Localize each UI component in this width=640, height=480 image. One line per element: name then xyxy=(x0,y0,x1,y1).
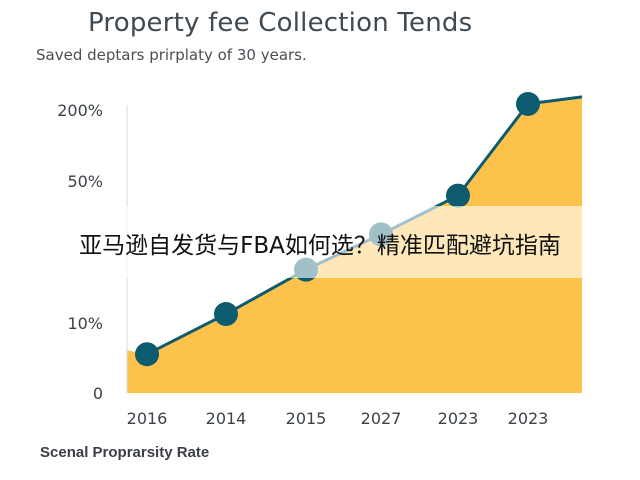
overlay-text: 亚马逊自发货与FBA如何选？精准匹配避坑指南 xyxy=(79,233,561,259)
y-tick-label: 200% xyxy=(57,101,103,120)
x-tick-label: 2027 xyxy=(361,409,402,428)
y-tick-label: 50% xyxy=(67,172,103,191)
data-point-2 xyxy=(214,302,238,327)
chart-title: Property fee Collection Tends xyxy=(88,8,473,38)
data-point-5 xyxy=(446,183,470,208)
y-tick-label: 0 xyxy=(93,384,103,403)
x-tick-label: 2014 xyxy=(206,409,247,428)
x-axis-label: Scenal Proprarsity Rate xyxy=(40,444,210,461)
x-tick-label: 2016 xyxy=(127,409,168,428)
chart-subtitle: Saved deptars prirplaty of 30 years. xyxy=(36,46,307,64)
x-tick-label: 2015 xyxy=(286,409,327,428)
data-point-6 xyxy=(516,91,540,116)
overlay-banner xyxy=(0,206,640,278)
y-tick-label: 10% xyxy=(67,314,103,333)
area-fill xyxy=(127,96,582,394)
x-tick-label: 2023 xyxy=(438,409,479,428)
x-tick-label: 2023 xyxy=(508,409,549,428)
data-point-1 xyxy=(135,342,159,367)
